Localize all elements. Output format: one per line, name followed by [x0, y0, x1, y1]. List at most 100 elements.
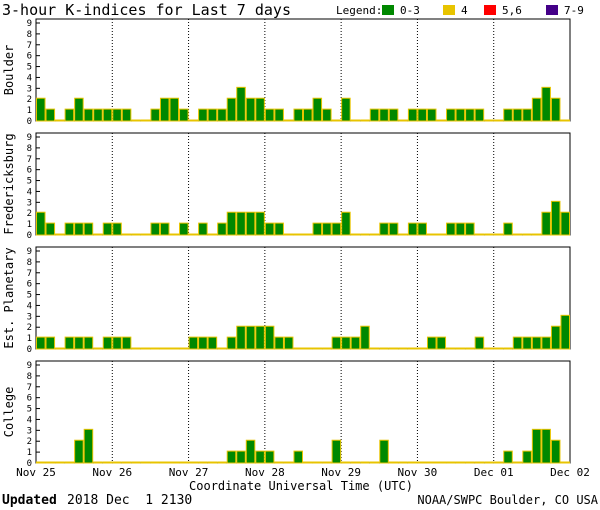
k-index-bar [179, 347, 189, 350]
y-tick-label: 6 [27, 394, 32, 404]
k-index-bar [417, 108, 427, 122]
legend-text-0-3: 0-3 [400, 4, 420, 17]
y-tick-label: 7 [27, 41, 32, 51]
x-tick-label: Nov 27 [169, 466, 209, 479]
k-index-bar [236, 211, 246, 236]
legend-label: Legend: [336, 4, 382, 17]
legend-swatch-5-6 [484, 5, 496, 15]
y-tick-label: 6 [27, 166, 32, 176]
y-tick-label: 5 [27, 291, 32, 301]
k-index-bar [531, 428, 542, 464]
k-index-bar [522, 450, 532, 464]
k-index-bar [331, 119, 342, 122]
k-index-bar [264, 450, 275, 464]
k-index-bar [388, 347, 399, 350]
k-index-bar [474, 233, 485, 236]
y-tick-label: 2 [27, 209, 32, 219]
x-tick-labels: Nov 25 Nov 26 Nov 27 Nov 28 Nov 29 Nov 30 Dec … [16, 466, 590, 479]
k-index-bar [369, 108, 380, 122]
k-index-bar [74, 222, 84, 236]
k-index-bar [474, 336, 485, 350]
k-index-bar [217, 108, 227, 122]
k-index-bar [398, 461, 408, 464]
y-tick-label: 0 [27, 117, 32, 127]
legend-swatch-0-3 [382, 5, 394, 15]
k-index-bar [541, 211, 551, 236]
k-index-bar [341, 336, 351, 350]
k-index-bar [550, 325, 561, 350]
k-index-bar [131, 461, 141, 464]
k-index-bar [45, 336, 56, 350]
k-index-bar [341, 461, 351, 464]
k-index-bar [150, 347, 160, 350]
y-tick-label: 7 [27, 155, 32, 165]
k-index-bar [293, 347, 304, 350]
k-index-bar [493, 347, 504, 350]
k-index-bar [236, 86, 246, 122]
k-index-bar [303, 461, 313, 464]
k-index-bar [131, 347, 141, 350]
k-index-bar [484, 347, 494, 350]
k-index-bar [455, 222, 466, 236]
k-index-bar [474, 108, 485, 122]
k-index-bar [83, 222, 94, 236]
k-index-bar [64, 108, 75, 122]
k-index-bar [407, 347, 418, 350]
k-index-bar [474, 461, 485, 464]
k-index-bar [55, 119, 65, 122]
y-tick-label: 8 [27, 258, 32, 268]
y-tick-label: 0 [27, 345, 32, 355]
y-tick-label: 8 [27, 30, 32, 40]
y-tick-label: 9 [27, 247, 32, 257]
k-index-bar [198, 222, 208, 236]
k-index-bar [198, 336, 208, 350]
k-index-bar [436, 233, 447, 236]
k-index-bar [322, 461, 332, 464]
k-index-bar [264, 222, 275, 236]
legend: Legend: 0-3 4 5,6 7-9 [336, 4, 584, 17]
y-tick-label: 6 [27, 280, 32, 290]
k-index-bar [169, 233, 180, 236]
k-index-bar [560, 314, 571, 350]
k-index-bar [83, 108, 94, 122]
k-index-bar [55, 347, 65, 350]
k-index-bar [245, 97, 256, 122]
k-index-bar [360, 119, 370, 122]
k-index-bar [179, 108, 189, 122]
panel-label: Boulder [2, 45, 16, 96]
y-tick-label: 9 [27, 19, 32, 29]
legend-text-5-6: 5,6 [502, 4, 522, 17]
k-index-bar [140, 119, 151, 122]
k-index-bar [226, 450, 237, 464]
k-index-bar [350, 233, 361, 236]
k-index-bar [493, 461, 504, 464]
k-index-bar [36, 211, 46, 236]
k-index-bar [93, 461, 103, 464]
k-index-bar [283, 119, 294, 122]
k-index-bar [283, 336, 294, 350]
k-index-bar [121, 461, 132, 464]
k-index-bar [531, 336, 542, 350]
k-index-bar [102, 108, 113, 122]
k-index-bar [64, 336, 75, 350]
k-index-bar [293, 450, 304, 464]
k-index-bar [121, 336, 132, 350]
y-tick-label: 4 [27, 301, 32, 311]
y-tick-label: 8 [27, 372, 32, 382]
k-index-bar [83, 428, 94, 464]
k-index-bar [159, 222, 170, 236]
k-index-bar [245, 325, 256, 350]
k-index-bar [512, 336, 523, 350]
k-index-bar [274, 461, 284, 464]
k-index-bar [217, 347, 227, 350]
k-index-bar [74, 97, 84, 122]
k-index-bar [188, 233, 199, 236]
k-index-bar [512, 233, 523, 236]
bar-group [36, 428, 571, 464]
k-index-bar [207, 233, 218, 236]
k-index-bar [159, 347, 170, 350]
k-index-bar [531, 233, 542, 236]
k-index-bar [140, 461, 151, 464]
k-index-bar [360, 461, 370, 464]
